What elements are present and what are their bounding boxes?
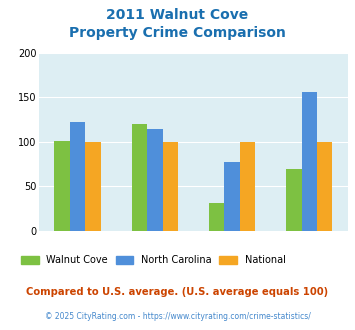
Bar	[286, 169, 302, 231]
Bar	[163, 142, 178, 231]
Bar	[317, 142, 332, 231]
Text: © 2025 CityRating.com - https://www.cityrating.com/crime-statistics/: © 2025 CityRating.com - https://www.city…	[45, 312, 310, 321]
Text: Compared to U.S. average. (U.S. average equals 100): Compared to U.S. average. (U.S. average …	[26, 287, 329, 297]
Bar	[132, 124, 147, 231]
Bar	[70, 122, 86, 231]
Bar	[224, 162, 240, 231]
Text: 2011 Walnut Cove: 2011 Walnut Cove	[106, 8, 248, 22]
Bar	[302, 92, 317, 231]
Bar	[55, 141, 70, 231]
Legend: Walnut Cove, North Carolina, National: Walnut Cove, North Carolina, National	[19, 253, 288, 267]
Bar	[240, 142, 255, 231]
Text: Property Crime Comparison: Property Crime Comparison	[69, 26, 286, 40]
Bar	[147, 128, 163, 231]
Bar	[209, 203, 224, 231]
Bar	[86, 142, 101, 231]
